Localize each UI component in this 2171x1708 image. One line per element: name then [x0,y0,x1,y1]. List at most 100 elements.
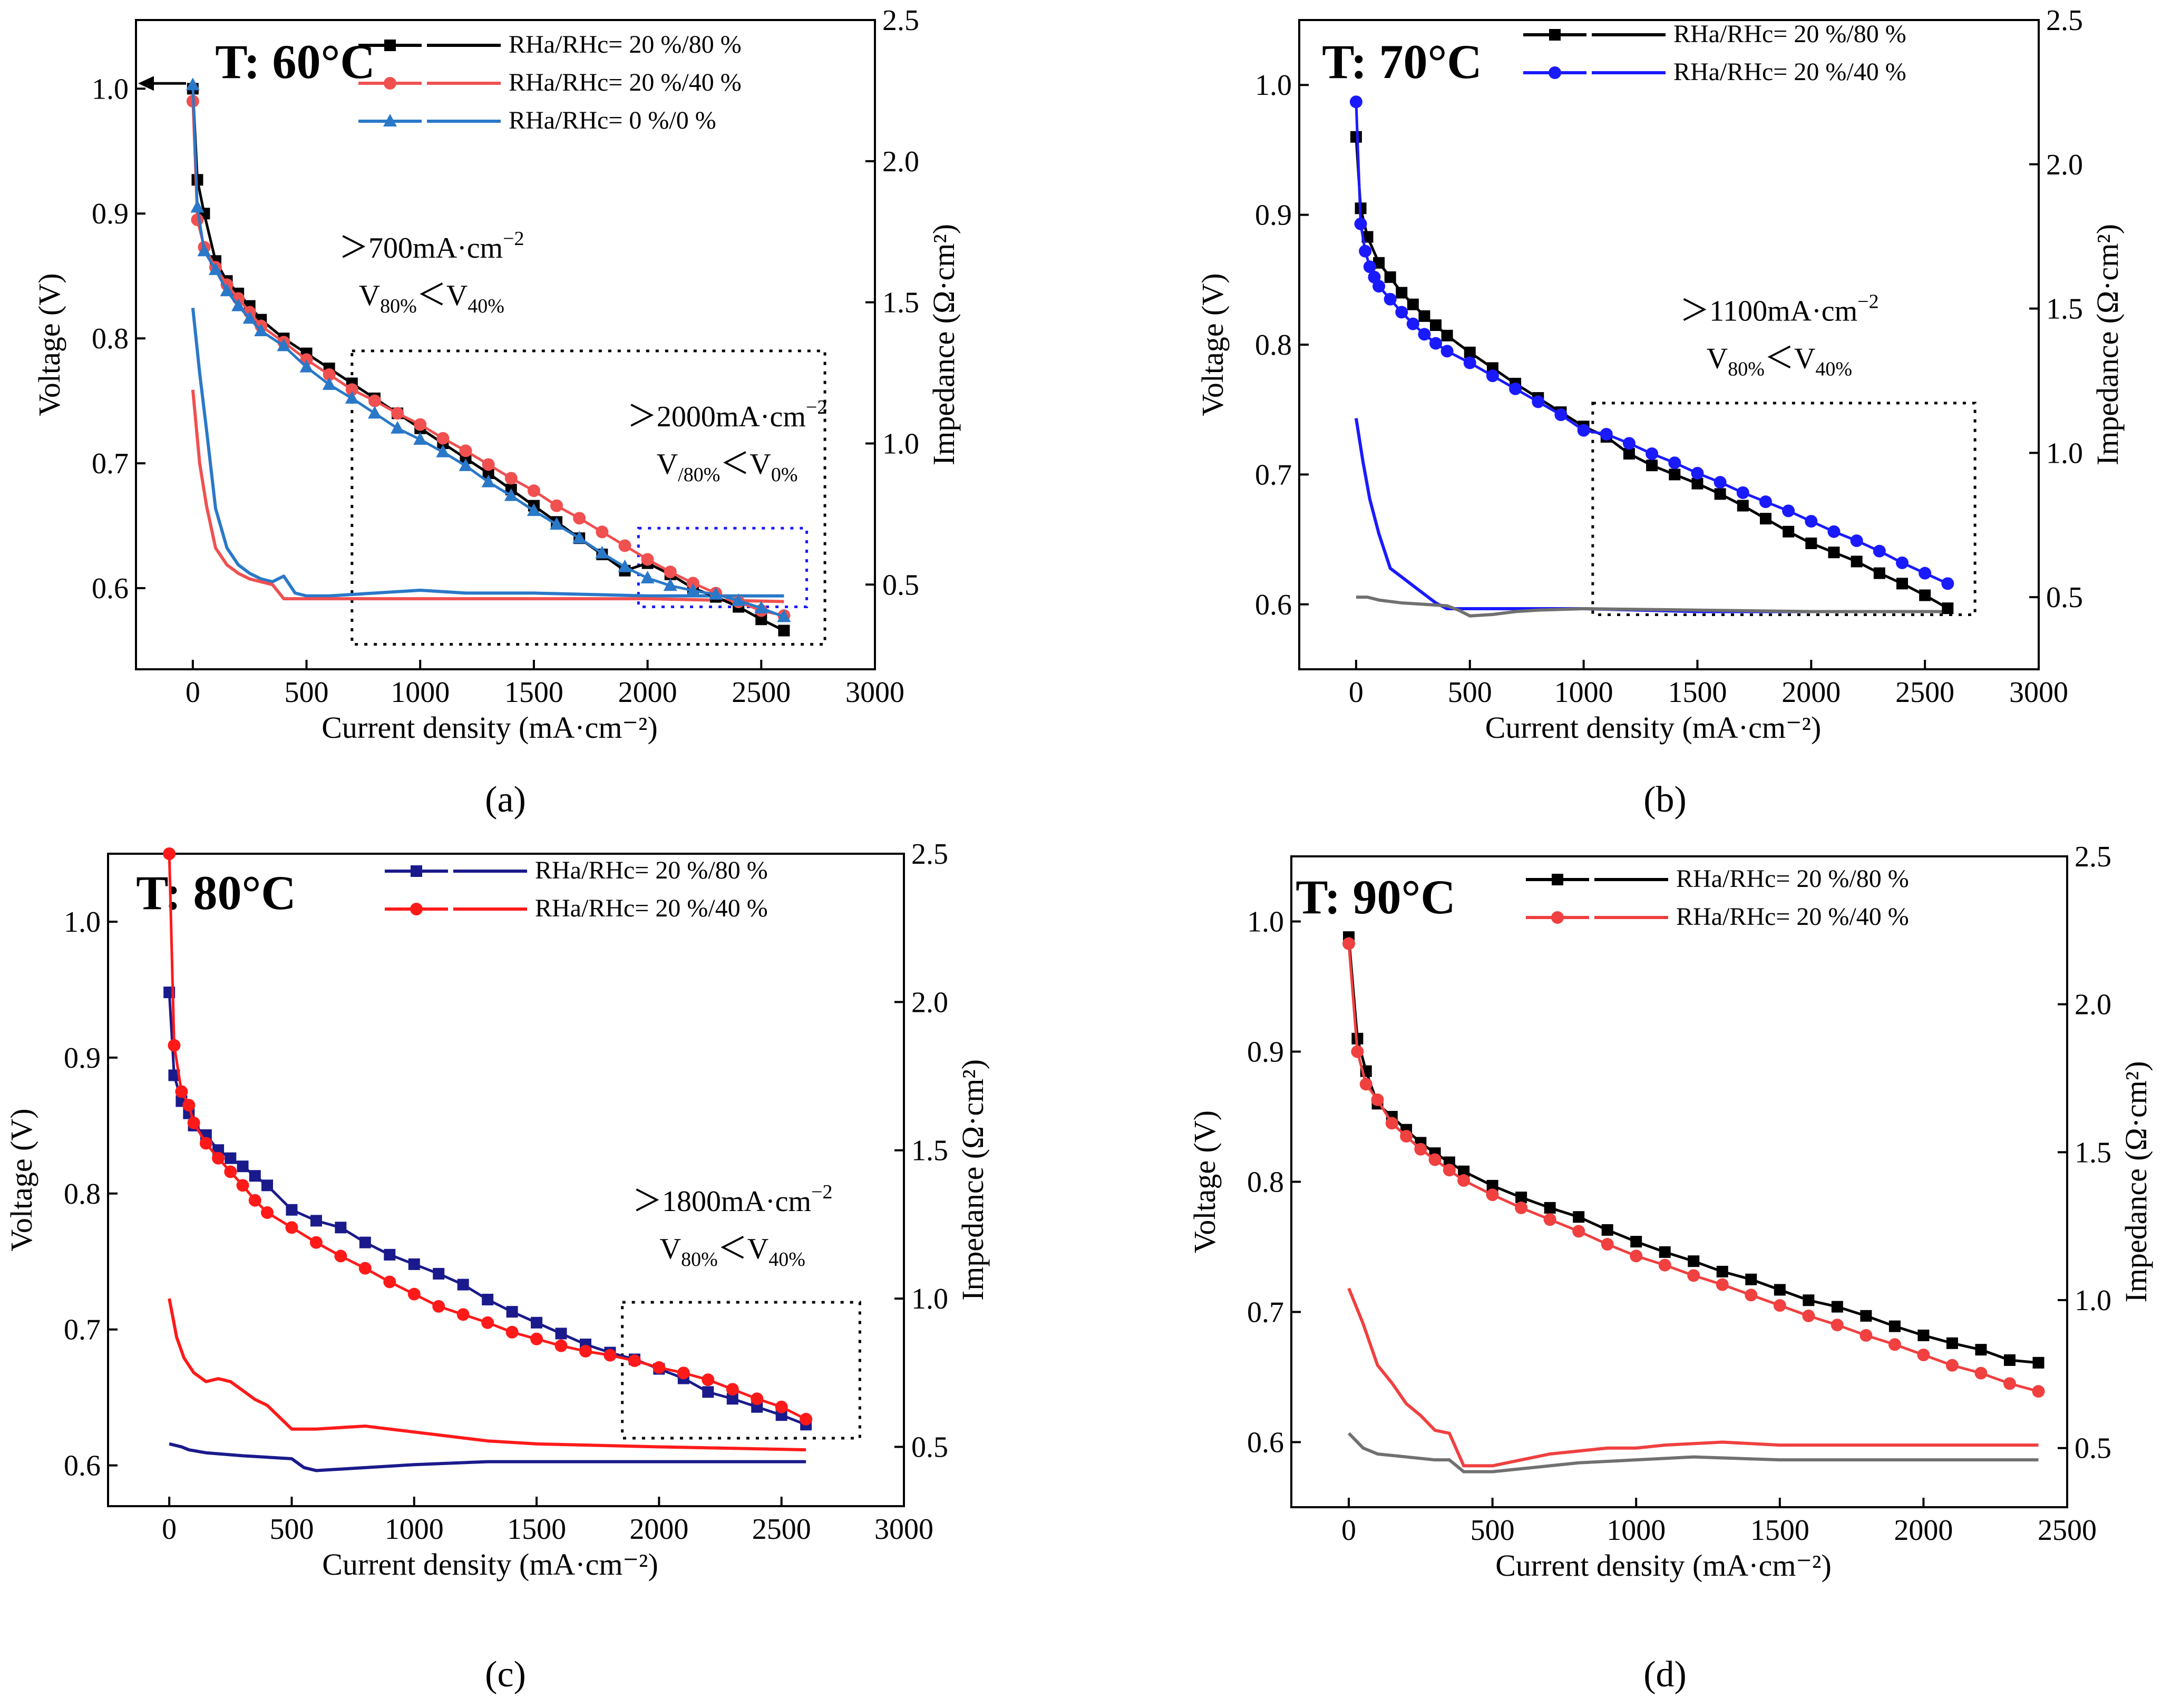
impedance-line-0 [1354,418,1948,613]
annotation-voltage-relation: V/80%＜V0% [657,448,798,486]
annotation-threshold-main: ＞1100mA·cm [1680,295,1857,328]
triangle-marker [527,503,541,516]
x-tick-label: 2500 [2038,1514,2097,1547]
circle-marker [334,1250,347,1263]
square-marker [1396,287,1408,299]
circle-marker [163,847,176,860]
square-marker [1573,1211,1585,1223]
circle-marker [1418,328,1431,341]
square-marker [2032,1356,2045,1369]
circle-marker [1363,260,1376,274]
circle-marker [1532,395,1545,408]
square-marker [1458,1165,1470,1177]
circle-marker [1782,504,1795,518]
circle-marker [1974,1367,1988,1380]
annotation-threshold-sup: −2 [503,228,524,250]
panel-title: T: 60°C [215,35,375,89]
legend-square-marker [1552,874,1563,885]
circle-marker [1827,525,1841,538]
square-marker [482,467,494,480]
legend-label: RHa/RHc= 0 %/0 % [509,106,716,134]
circle-marker [1395,306,1408,319]
circle-marker [236,1179,249,1192]
circle-marker [1759,495,1772,509]
square-marker [1888,1320,1901,1332]
y2-tick-label: 0.5 [911,1431,948,1463]
annotation-line2-sub1: 80% [380,295,417,317]
triangle-marker [754,600,768,613]
annotation-line2-mid: ＜V [1765,343,1815,375]
square-marker [359,1236,371,1248]
square-marker [457,1278,469,1291]
annotation-threshold: ＞2000mA·cm−2 [627,396,827,433]
circle-marker [664,565,677,579]
square-marker [1544,1202,1556,1214]
annotation-voltage-relation: V80%＜V40% [359,279,504,317]
triangle-marker [595,545,609,559]
x-tick-label: 500 [269,1513,314,1546]
y-tick-label: 0.8 [64,1178,101,1211]
x-tick-label: 500 [1448,676,1492,709]
square-marker [1691,477,1703,490]
legend-label: RHa/RHc= 20 %/80 % [1673,20,1906,48]
x-tick-label: 2000 [629,1513,688,1546]
circle-marker [554,1339,568,1352]
legend-label: RHa/RHc= 20 %/40 % [1676,903,1909,931]
y2-tick-label: 0.5 [2046,581,2083,614]
circle-marker [199,1137,212,1150]
square-marker [1851,555,1863,568]
triangle-marker [208,262,222,275]
circle-marker [1371,1093,1384,1106]
x-tick-label: 1000 [391,676,450,709]
square-marker [1783,525,1795,538]
square-marker [408,1258,420,1270]
circle-marker [1745,1289,1758,1302]
annotation-line2-mid: ＜V [417,279,468,312]
square-marker [249,1170,261,1182]
legend-circle-marker [1551,911,1564,924]
circle-marker [1646,447,1659,460]
panel-title: T: 80°C [136,866,296,920]
panel-d: 0 500 1000 1500 2000 2500 0.6 0.7 0.8 0.9 1.0 0.5 1.… [1187,841,2153,1695]
square-marker [1759,513,1771,525]
circle-marker [775,1400,788,1413]
triangle-marker [299,359,314,373]
square-marker [1688,1255,1700,1267]
legend-label: RHa/RHc= 20 %/80 % [509,31,742,58]
square-marker [1774,1284,1786,1296]
y2-tick-label: 1.5 [2046,293,2083,326]
circle-marker [1359,245,1372,258]
legend-circle-marker [384,77,396,90]
circle-marker [1658,1258,1671,1272]
square-marker [726,1393,738,1405]
y2-tick-label: 1.0 [2075,1284,2111,1317]
panel-b: 0 500 1000 1500 2000 2500 3000 0.6 0.7 0.8 0.9 1.0 0… [1195,4,2125,820]
circle-marker [1873,544,1886,558]
circle-marker [224,1165,237,1178]
y-tick-label: 0.8 [1247,1166,1284,1199]
circle-marker [436,432,450,445]
circle-marker [1359,1078,1372,1091]
triangle-marker [663,578,677,591]
y2-tick-label: 2.5 [2046,4,2083,37]
square-marker [1896,578,1908,590]
annotation-line2-base: V [1707,343,1728,375]
circle-marker [182,1099,196,1112]
voltage-line-1 [168,853,807,1421]
panel-label: (b) [1643,779,1687,820]
circle-marker [1414,1143,1427,1156]
square-marker [1745,1273,1757,1285]
legend-circle-marker [1549,66,1561,79]
annotation-threshold-main: ＞2000mA·cm [627,401,806,433]
circle-marker [1509,382,1522,395]
x-tick-label: 0 [1349,676,1364,709]
square-marker [335,1222,347,1234]
circle-marker [686,577,699,590]
annotation-line2-sub1: /80% [678,464,720,486]
square-marker [1975,1344,1987,1356]
circle-marker [504,472,518,485]
triangle-marker [459,458,473,471]
square-marker [384,1248,396,1261]
triangle-marker [686,583,700,596]
circle-marker [1440,345,1454,358]
